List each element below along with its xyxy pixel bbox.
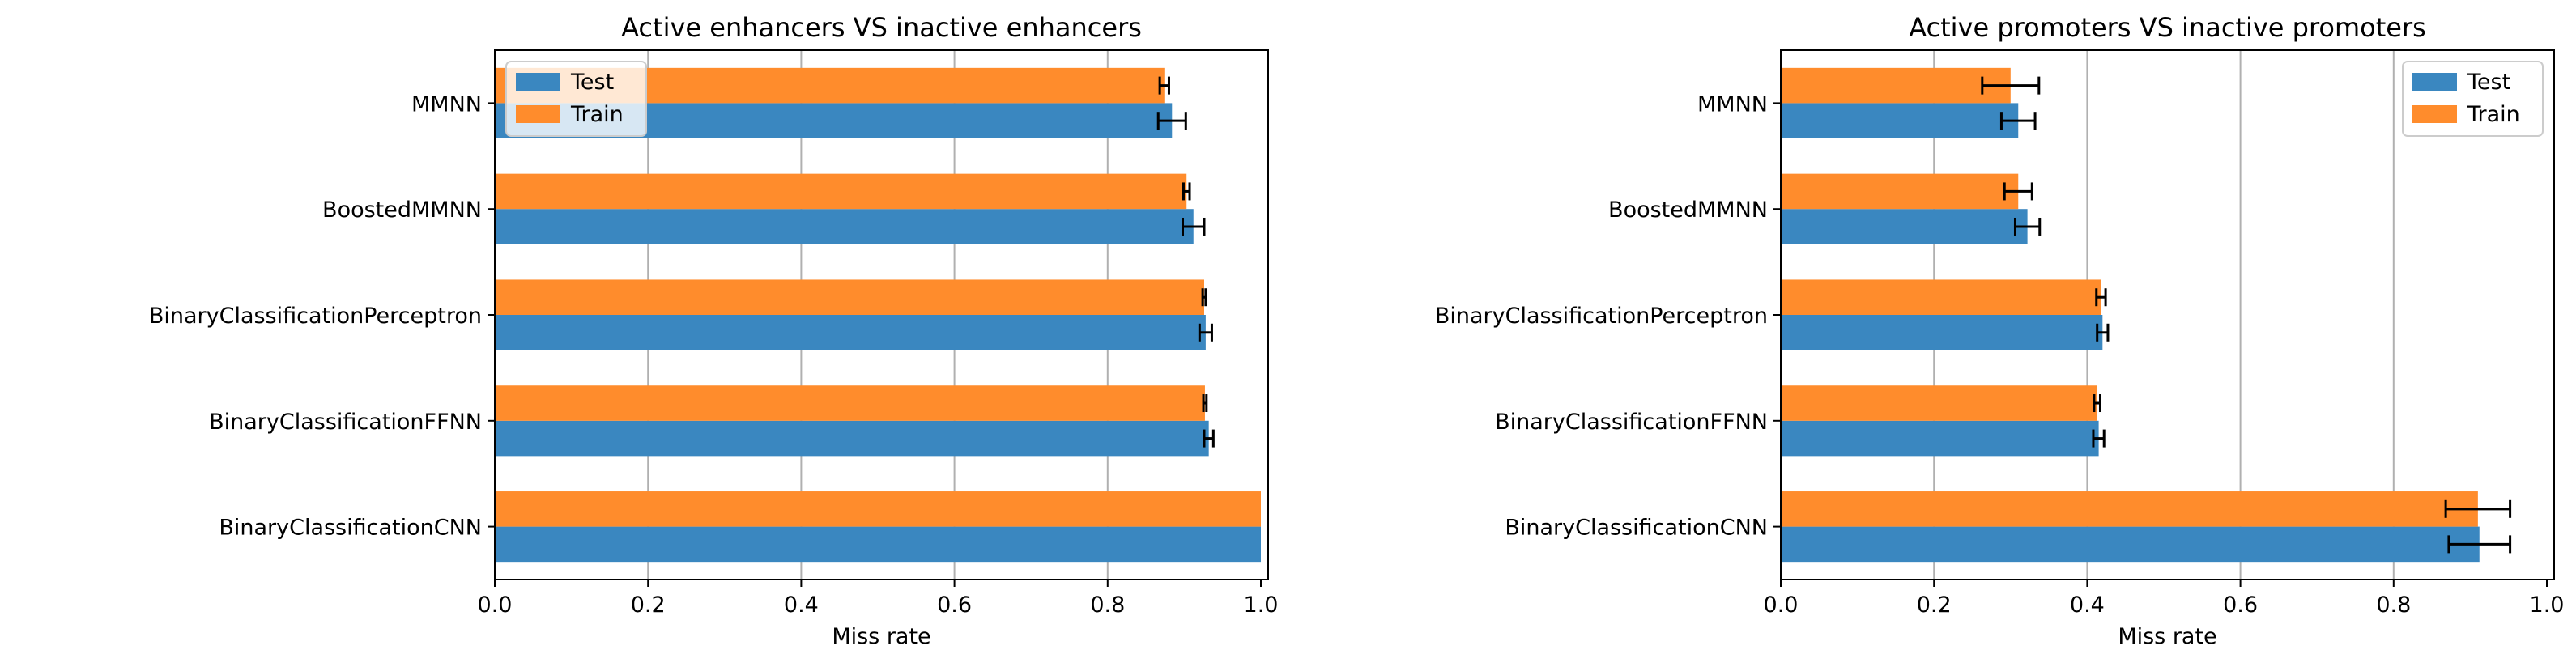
x-tick-label: 0.8 <box>2376 593 2411 618</box>
error-bar-test-1 <box>1156 112 1187 130</box>
bar-train-4 <box>495 385 1205 421</box>
y-tick-label: MMNN <box>1697 91 1768 117</box>
x-tick-label: 0.4 <box>784 593 819 618</box>
chart-title: Active promoters VS inactive promoters <box>1909 12 2426 43</box>
bar-test-3 <box>1781 315 2103 350</box>
bar-train-2 <box>1781 173 2019 210</box>
bar-test-4 <box>1781 420 2099 457</box>
bar-test-2 <box>495 209 1194 244</box>
legend-swatch-test <box>2412 73 2457 91</box>
bar-train-1 <box>1781 67 2011 104</box>
y-tick-label: BinaryClassificationFFNN <box>209 410 482 435</box>
y-tick-label: BinaryClassificationCNN <box>1505 516 1768 541</box>
error-bar-test-4 <box>1203 429 1215 448</box>
x-tick-label: 1.0 <box>1244 593 1279 618</box>
bar-test-5 <box>1781 526 2480 563</box>
legend-swatch-test <box>516 73 560 91</box>
x-tick-label: 0.6 <box>937 593 972 618</box>
legend-label-train: Train <box>570 102 624 127</box>
x-tick-label: 0.4 <box>2070 593 2105 618</box>
x-axis-label: Miss rate <box>832 624 930 649</box>
error-bar-train-4 <box>2093 394 2101 413</box>
error-bar-train-4 <box>1202 394 1208 413</box>
error-bar-test-3 <box>1198 323 1213 342</box>
legend: Test Train <box>505 61 647 137</box>
x-tick-label: 0.6 <box>2223 593 2258 618</box>
chart-panel-1: MMNN BoostedMMNN BinaryClassificationPerce… <box>149 12 1279 649</box>
chart-panel-2: MMNN BoostedMMNN BinaryClassificationPerce… <box>1435 12 2565 649</box>
bar-test-1 <box>1781 103 2019 138</box>
legend-swatch-train <box>516 105 560 123</box>
bar-test-3 <box>495 315 1206 350</box>
bar-train-2 <box>495 173 1187 210</box>
bar-train-3 <box>1781 279 2101 315</box>
x-tick-label: 0.8 <box>1090 593 1125 618</box>
error-bar-test-2 <box>2013 217 2042 236</box>
axes-frame <box>1780 49 2555 580</box>
x-tick-label: 1.0 <box>2530 593 2565 618</box>
y-tick-label: BinaryClassificationPerceptron <box>149 304 482 329</box>
bar-test-5 <box>495 526 1261 563</box>
bar-train-5 <box>1781 491 2478 527</box>
bar-train-5 <box>495 491 1261 527</box>
error-bar-test-2 <box>1182 217 1206 236</box>
y-tick-label: BoostedMMNN <box>322 198 482 223</box>
error-bar-train-3 <box>1201 288 1207 307</box>
error-bar-train-2 <box>2003 182 2033 201</box>
x-axis-label: Miss rate <box>2118 624 2216 649</box>
x-tick-label: 0.0 <box>1764 593 1799 618</box>
error-bar-train-1 <box>1158 76 1170 95</box>
axes-frame <box>494 49 1269 580</box>
x-tick-label: 0.2 <box>631 593 666 618</box>
legend-swatch-train <box>2412 105 2457 123</box>
bar-test-4 <box>495 420 1209 457</box>
y-tick-label: BinaryClassificationCNN <box>219 516 482 541</box>
chart-title: Active enhancers VS inactive enhancers <box>621 12 1142 43</box>
y-tick-label: BoostedMMNN <box>1608 198 1768 223</box>
error-bar-test-5 <box>2447 535 2512 554</box>
y-tick-label: BinaryClassificationFFNN <box>1495 410 1768 435</box>
error-bar-train-3 <box>2095 288 2107 307</box>
error-bar-test-3 <box>2096 323 2110 342</box>
error-bar-test-4 <box>2092 429 2106 448</box>
y-tick-label: BinaryClassificationPerceptron <box>1435 304 1768 329</box>
error-bar-train-5 <box>2444 499 2512 518</box>
bar-test-2 <box>1781 209 2028 244</box>
x-tick-label: 0.2 <box>1917 593 1952 618</box>
legend-label-train: Train <box>2467 102 2520 127</box>
bar-train-4 <box>1781 385 2097 421</box>
legend: Test Train <box>2402 61 2544 137</box>
error-bar-train-2 <box>1182 182 1191 201</box>
y-tick-label: MMNN <box>411 91 482 117</box>
legend-label-test: Test <box>570 70 614 95</box>
error-bar-train-1 <box>1981 76 2041 95</box>
bar-train-3 <box>495 279 1204 315</box>
legend-label-test: Test <box>2467 70 2510 95</box>
x-tick-label: 0.0 <box>478 593 513 618</box>
error-bar-test-1 <box>1999 112 2037 130</box>
